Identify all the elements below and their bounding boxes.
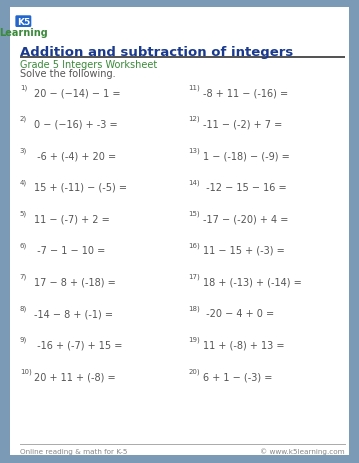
Text: 7): 7) xyxy=(20,273,27,280)
Text: 18): 18) xyxy=(188,305,200,311)
Text: 11 − (-7) + 2 =: 11 − (-7) + 2 = xyxy=(34,214,110,224)
Text: 8): 8) xyxy=(20,305,27,311)
Text: Grade 5 Integers Worksheet: Grade 5 Integers Worksheet xyxy=(20,60,157,70)
Text: 15): 15) xyxy=(188,210,200,217)
Text: © www.k5learning.com: © www.k5learning.com xyxy=(260,448,345,454)
Text: 5): 5) xyxy=(20,210,27,217)
Text: 13): 13) xyxy=(188,147,200,154)
Text: 20): 20) xyxy=(188,368,200,374)
Text: 10): 10) xyxy=(20,368,32,374)
Text: 4): 4) xyxy=(20,179,27,185)
Text: -17 − (-20) + 4 =: -17 − (-20) + 4 = xyxy=(203,214,288,224)
Text: 0 − (−16) + -3 =: 0 − (−16) + -3 = xyxy=(34,119,118,130)
Text: 9): 9) xyxy=(20,336,27,343)
Text: 17 − 8 + (-18) =: 17 − 8 + (-18) = xyxy=(34,277,116,287)
Text: 6 + 1 − (-3) =: 6 + 1 − (-3) = xyxy=(203,371,272,382)
Text: 19): 19) xyxy=(188,336,200,343)
Text: 20 − (−14) − 1 =: 20 − (−14) − 1 = xyxy=(34,88,121,98)
Text: 6): 6) xyxy=(20,242,27,248)
Text: 17): 17) xyxy=(188,273,200,280)
Text: 11 + (-8) + 13 =: 11 + (-8) + 13 = xyxy=(203,340,284,350)
Text: 15 + (-11) − (-5) =: 15 + (-11) − (-5) = xyxy=(34,182,127,193)
Text: 1 − (-18) − (-9) =: 1 − (-18) − (-9) = xyxy=(203,151,290,161)
Text: -7 − 1 − 10 =: -7 − 1 − 10 = xyxy=(34,245,105,256)
Text: 20 + 11 + (-8) =: 20 + 11 + (-8) = xyxy=(34,371,116,382)
Text: 1): 1) xyxy=(20,84,27,91)
Text: -14 − 8 + (-1) =: -14 − 8 + (-1) = xyxy=(34,308,113,319)
Text: -8 + 11 − (-16) =: -8 + 11 − (-16) = xyxy=(203,88,288,98)
Text: 11): 11) xyxy=(188,84,200,91)
Text: Solve the following.: Solve the following. xyxy=(20,69,115,79)
Text: -11 − (-2) + 7 =: -11 − (-2) + 7 = xyxy=(203,119,282,130)
Text: -12 − 15 − 16 =: -12 − 15 − 16 = xyxy=(203,182,286,193)
Text: 12): 12) xyxy=(188,116,200,122)
Text: -16 + (-7) + 15 =: -16 + (-7) + 15 = xyxy=(34,340,122,350)
Text: 3): 3) xyxy=(20,147,27,154)
Text: Addition and subtraction of integers: Addition and subtraction of integers xyxy=(20,46,293,59)
Text: Online reading & math for K-5: Online reading & math for K-5 xyxy=(20,448,127,454)
Text: 11 − 15 + (-3) =: 11 − 15 + (-3) = xyxy=(203,245,285,256)
Text: Learning: Learning xyxy=(0,28,48,38)
Text: -6 + (-4) + 20 =: -6 + (-4) + 20 = xyxy=(34,151,116,161)
Text: 2): 2) xyxy=(20,116,27,122)
Text: 18 + (-13) + (-14) =: 18 + (-13) + (-14) = xyxy=(203,277,302,287)
Text: K5: K5 xyxy=(17,18,30,26)
Text: 16): 16) xyxy=(188,242,200,248)
Text: -20 − 4 + 0 =: -20 − 4 + 0 = xyxy=(203,308,274,319)
Text: 14): 14) xyxy=(188,179,200,185)
